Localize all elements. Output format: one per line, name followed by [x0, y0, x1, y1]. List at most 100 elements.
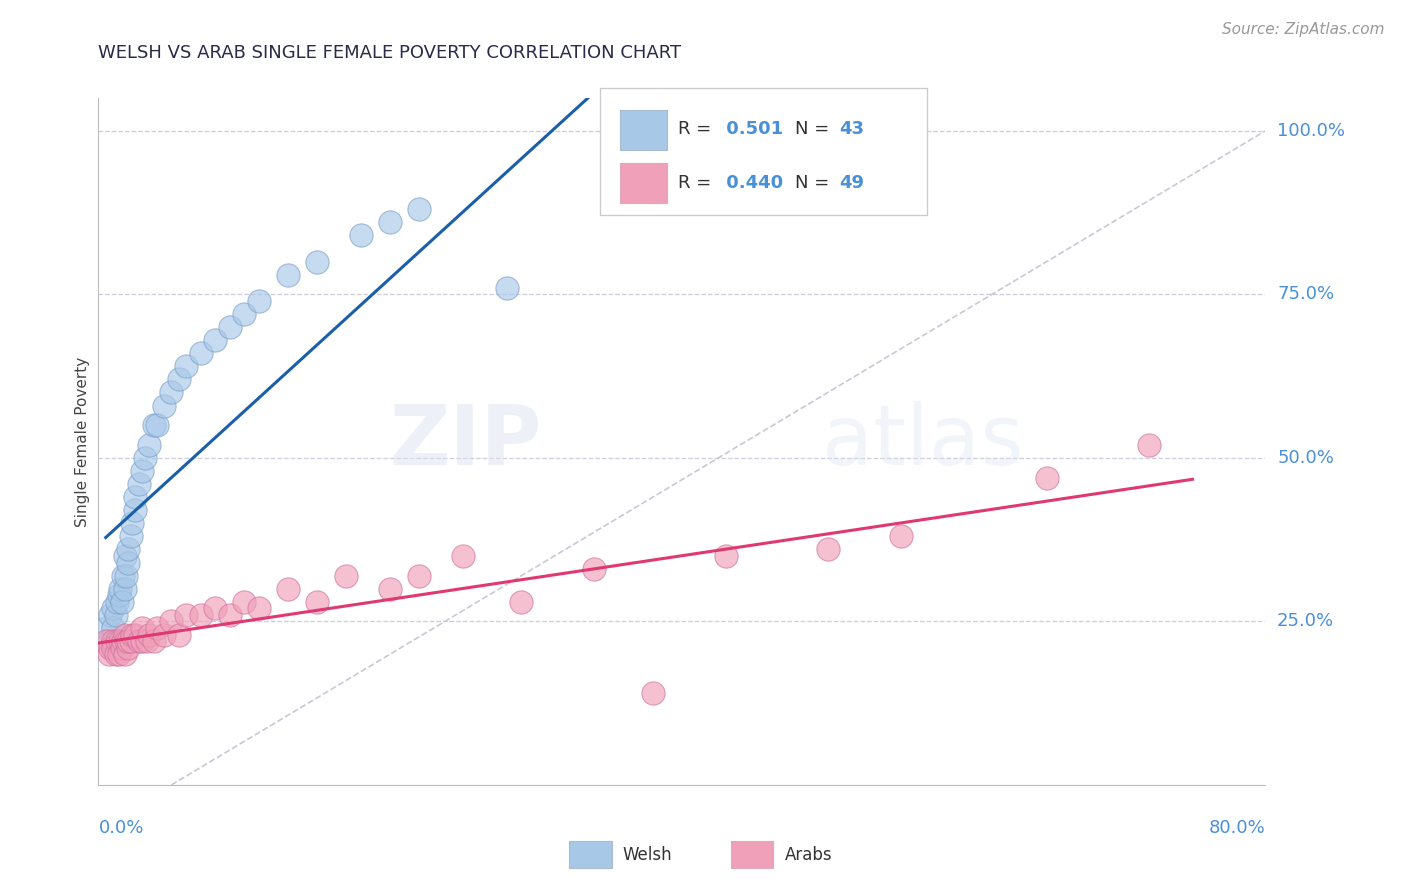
Point [115, 568, 138, 582]
Point [94, 621, 117, 635]
Point [111, 640, 134, 655]
Point [131, 634, 153, 648]
Text: atlas: atlas [823, 401, 1024, 482]
Point [167, 627, 190, 641]
Point [307, 595, 329, 609]
Point [204, 333, 226, 347]
Point [204, 601, 226, 615]
Text: 75.0%: 75.0% [1277, 285, 1334, 303]
Point [108, 647, 131, 661]
Point [641, 686, 664, 700]
Text: 100.0%: 100.0% [1277, 122, 1346, 140]
Point [167, 372, 190, 386]
Point [101, 640, 124, 655]
FancyBboxPatch shape [620, 163, 666, 203]
Point [138, 627, 160, 641]
Text: WELSH VS ARAB SINGLE FEMALE POVERTY CORRELATION CHART: WELSH VS ARAB SINGLE FEMALE POVERTY CORR… [98, 45, 682, 62]
Point [160, 385, 183, 400]
Point [110, 582, 132, 596]
Point [101, 601, 124, 615]
Y-axis label: Single Female Poverty: Single Female Poverty [75, 357, 90, 526]
Point [134, 450, 156, 465]
Text: 0.501: 0.501 [720, 120, 783, 138]
Point [120, 529, 142, 543]
Point [114, 647, 136, 661]
Point [124, 490, 146, 504]
Point [218, 320, 240, 334]
Point [124, 503, 146, 517]
Point [641, 150, 664, 164]
Point [817, 542, 839, 557]
Text: Welsh: Welsh [623, 846, 672, 863]
Point [174, 359, 197, 374]
Text: 50.0%: 50.0% [1277, 449, 1334, 467]
Point [307, 254, 329, 268]
FancyBboxPatch shape [600, 87, 927, 215]
Text: Arabs: Arabs [785, 846, 832, 863]
Point [128, 477, 150, 491]
Point [378, 215, 402, 229]
Point [142, 418, 165, 433]
Point [583, 562, 606, 576]
Text: N =: N = [796, 174, 835, 192]
FancyBboxPatch shape [620, 110, 666, 150]
Point [94, 634, 117, 648]
Text: 49: 49 [839, 174, 865, 192]
Point [104, 607, 127, 622]
Point [408, 568, 430, 582]
Point [153, 627, 176, 641]
Point [105, 634, 128, 648]
Point [135, 634, 157, 648]
Point [114, 549, 136, 563]
Point [117, 634, 139, 648]
Point [1137, 438, 1160, 452]
Point [451, 549, 474, 563]
Point [117, 556, 139, 570]
Point [146, 621, 169, 635]
Point [138, 438, 160, 452]
Point [174, 607, 197, 622]
Point [121, 627, 143, 641]
Point [146, 418, 169, 433]
Point [335, 568, 357, 582]
Point [378, 582, 402, 596]
Text: R =: R = [679, 174, 717, 192]
Point [111, 595, 134, 609]
Text: 25.0%: 25.0% [1277, 613, 1334, 631]
Point [131, 464, 153, 478]
Text: R =: R = [679, 120, 717, 138]
Point [247, 293, 270, 308]
Point [112, 568, 135, 582]
Point [233, 307, 256, 321]
Point [98, 640, 121, 655]
Point [117, 640, 139, 655]
Point [233, 595, 256, 609]
Point [105, 595, 128, 609]
Point [277, 268, 299, 282]
Point [890, 529, 912, 543]
Text: 0.0%: 0.0% [98, 819, 143, 838]
Point [510, 595, 533, 609]
Point [190, 607, 212, 622]
Point [142, 634, 165, 648]
Point [128, 634, 150, 648]
Point [110, 634, 132, 648]
Point [104, 647, 127, 661]
Text: 43: 43 [839, 120, 865, 138]
Point [160, 615, 183, 629]
Point [108, 588, 131, 602]
Point [190, 346, 212, 360]
Point [153, 399, 176, 413]
Point [101, 634, 124, 648]
Point [121, 516, 143, 531]
Point [120, 634, 142, 648]
Point [97, 634, 120, 648]
Point [714, 549, 737, 563]
Point [114, 582, 136, 596]
Point [97, 647, 120, 661]
Text: 80.0%: 80.0% [1209, 819, 1265, 838]
Point [1035, 470, 1057, 484]
Point [131, 621, 153, 635]
Text: Source: ZipAtlas.com: Source: ZipAtlas.com [1222, 22, 1385, 37]
Point [101, 621, 124, 635]
